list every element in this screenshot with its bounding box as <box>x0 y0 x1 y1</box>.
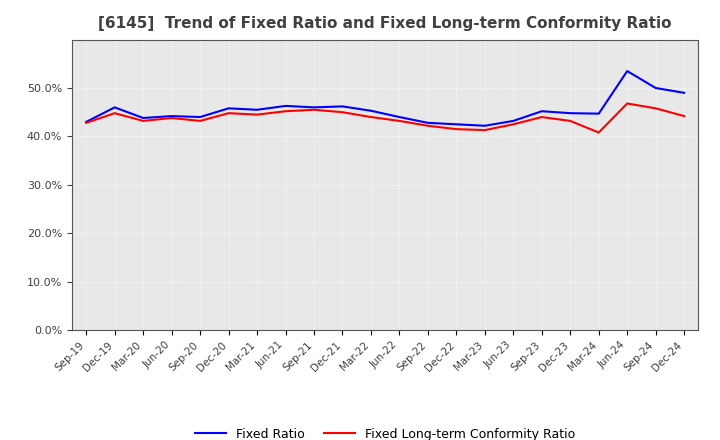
Fixed Ratio <box>82 119 91 125</box>
Fixed Long-term Conformity Ratio <box>395 118 404 124</box>
Fixed Ratio <box>110 105 119 110</box>
Fixed Long-term Conformity Ratio <box>680 114 688 119</box>
Fixed Long-term Conformity Ratio <box>623 101 631 106</box>
Line: Fixed Ratio: Fixed Ratio <box>86 71 684 126</box>
Fixed Long-term Conformity Ratio <box>225 110 233 116</box>
Fixed Long-term Conformity Ratio <box>537 114 546 120</box>
Fixed Long-term Conformity Ratio <box>366 114 375 120</box>
Fixed Long-term Conformity Ratio <box>167 115 176 121</box>
Fixed Ratio <box>480 123 489 128</box>
Fixed Long-term Conformity Ratio <box>566 118 575 124</box>
Fixed Ratio <box>338 104 347 109</box>
Fixed Long-term Conformity Ratio <box>82 120 91 125</box>
Fixed Ratio <box>452 121 461 127</box>
Fixed Ratio <box>395 114 404 120</box>
Fixed Long-term Conformity Ratio <box>196 118 204 124</box>
Fixed Long-term Conformity Ratio <box>110 110 119 116</box>
Fixed Ratio <box>537 109 546 114</box>
Fixed Long-term Conformity Ratio <box>253 112 261 117</box>
Fixed Ratio <box>623 68 631 73</box>
Fixed Ratio <box>566 110 575 116</box>
Fixed Ratio <box>595 111 603 116</box>
Fixed Ratio <box>680 90 688 95</box>
Fixed Long-term Conformity Ratio <box>338 110 347 115</box>
Fixed Ratio <box>509 118 518 124</box>
Fixed Ratio <box>225 106 233 111</box>
Fixed Long-term Conformity Ratio <box>310 107 318 112</box>
Fixed Ratio <box>196 114 204 120</box>
Fixed Long-term Conformity Ratio <box>595 130 603 135</box>
Fixed Ratio <box>282 103 290 109</box>
Fixed Ratio <box>310 105 318 110</box>
Fixed Long-term Conformity Ratio <box>452 126 461 132</box>
Fixed Long-term Conformity Ratio <box>509 121 518 127</box>
Fixed Ratio <box>253 107 261 112</box>
Legend: Fixed Ratio, Fixed Long-term Conformity Ratio: Fixed Ratio, Fixed Long-term Conformity … <box>190 423 580 440</box>
Fixed Ratio <box>139 115 148 121</box>
Title: [6145]  Trend of Fixed Ratio and Fixed Long-term Conformity Ratio: [6145] Trend of Fixed Ratio and Fixed Lo… <box>99 16 672 32</box>
Fixed Ratio <box>423 120 432 125</box>
Fixed Long-term Conformity Ratio <box>423 123 432 128</box>
Fixed Ratio <box>167 114 176 119</box>
Fixed Ratio <box>652 85 660 91</box>
Fixed Ratio <box>366 108 375 114</box>
Fixed Long-term Conformity Ratio <box>480 128 489 133</box>
Fixed Long-term Conformity Ratio <box>282 109 290 114</box>
Line: Fixed Long-term Conformity Ratio: Fixed Long-term Conformity Ratio <box>86 103 684 132</box>
Fixed Long-term Conformity Ratio <box>652 106 660 111</box>
Fixed Long-term Conformity Ratio <box>139 118 148 124</box>
